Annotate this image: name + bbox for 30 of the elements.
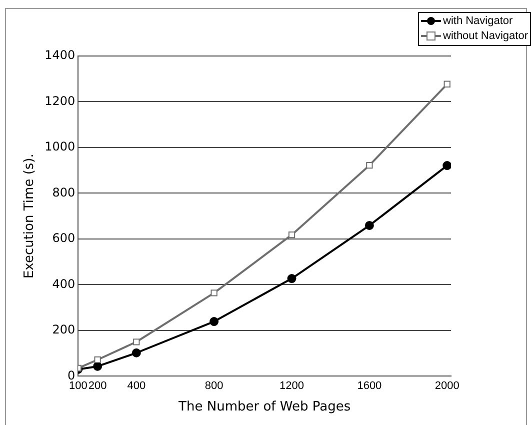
point bbox=[287, 274, 296, 284]
y-tick-label: 200 bbox=[52, 322, 76, 337]
point bbox=[210, 290, 218, 296]
legend-label: without Navigator bbox=[443, 30, 528, 42]
x-tick-label: 200 bbox=[88, 380, 107, 392]
point bbox=[366, 162, 373, 169]
x-tick-label: 400 bbox=[127, 380, 146, 392]
point bbox=[288, 232, 296, 238]
y-tick-label: 800 bbox=[52, 185, 76, 200]
point bbox=[210, 317, 219, 326]
y-tick-label: 600 bbox=[52, 231, 76, 246]
x-tick-label: 1200 bbox=[280, 380, 304, 392]
point bbox=[94, 356, 101, 364]
x-tick-label: 2000 bbox=[434, 380, 460, 392]
point bbox=[444, 80, 450, 88]
y-tick-label: 1400 bbox=[44, 48, 76, 62]
x-tick-label: 100 bbox=[68, 380, 88, 392]
point bbox=[442, 161, 451, 170]
y-tick-label: 0 bbox=[68, 368, 76, 382]
y-axis-title: Execution Time (s). bbox=[22, 154, 38, 279]
x-tick-label: 1600 bbox=[357, 380, 382, 392]
x-tick-label: 800 bbox=[204, 380, 224, 392]
point bbox=[133, 338, 140, 346]
y-tick-label: 1000 bbox=[44, 140, 76, 154]
y-tick-label: 1200 bbox=[44, 94, 76, 108]
y-tick-label: 400 bbox=[52, 276, 76, 291]
legend-label: with Navigator bbox=[443, 15, 513, 27]
point bbox=[364, 220, 374, 230]
x-axis-title: The Number of Web Pages bbox=[178, 400, 351, 415]
point bbox=[132, 348, 141, 358]
